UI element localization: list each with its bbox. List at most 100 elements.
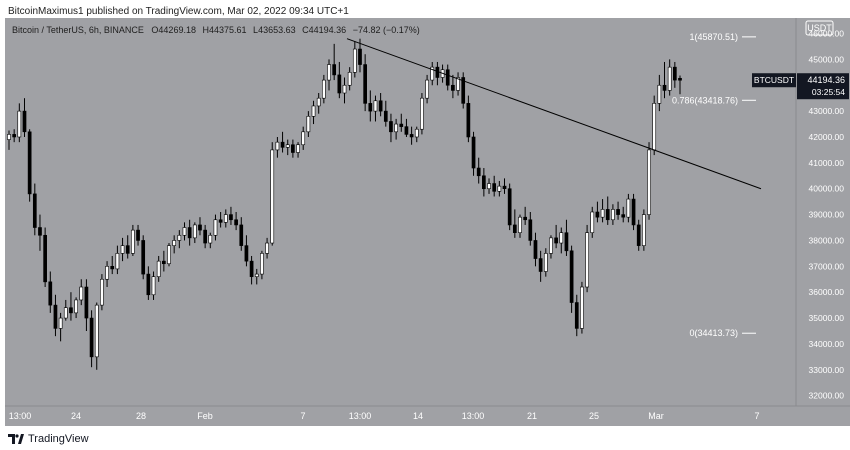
candle-up bbox=[456, 72, 460, 96]
candle-up bbox=[151, 271, 156, 300]
candle-up bbox=[100, 274, 104, 311]
candle-down bbox=[533, 232, 538, 267]
currency-badge[interactable]: USDT bbox=[805, 20, 834, 36]
candle-body bbox=[585, 232, 589, 288]
candle-down bbox=[378, 93, 383, 117]
candle-body bbox=[590, 211, 595, 233]
candle-up bbox=[172, 235, 177, 254]
y-tick-label: 34000.00 bbox=[809, 339, 845, 349]
y-tick-label: 43000.00 bbox=[809, 106, 845, 116]
x-tick-label: 7 bbox=[754, 411, 759, 421]
candle-body bbox=[146, 273, 151, 296]
candle-body bbox=[647, 149, 651, 215]
ohlc-low: 43653.63 bbox=[258, 25, 296, 35]
candle-body bbox=[564, 232, 569, 252]
candle-body bbox=[512, 224, 517, 233]
last-price-tag: BTCUSDT 44194.36 03:25:54 bbox=[752, 73, 849, 100]
time-scale[interactable] bbox=[5, 406, 850, 426]
candle-down bbox=[616, 201, 620, 220]
candle-body bbox=[322, 79, 326, 99]
candle-body bbox=[399, 123, 404, 127]
x-tick-label: 14 bbox=[413, 411, 423, 421]
candle-down bbox=[280, 131, 285, 153]
candle-down bbox=[22, 98, 27, 137]
symbol-tag-bg bbox=[752, 73, 796, 88]
candle-up bbox=[167, 243, 171, 267]
candle-down bbox=[512, 209, 517, 238]
candle-down bbox=[43, 227, 47, 288]
candle-body bbox=[301, 131, 306, 146]
candle-up bbox=[647, 142, 651, 220]
candle-body bbox=[53, 304, 58, 329]
candle-body bbox=[657, 84, 662, 104]
candle-body bbox=[347, 72, 352, 86]
candle-up bbox=[327, 59, 331, 91]
y-tick-label: 32000.00 bbox=[809, 391, 845, 401]
candle-body bbox=[502, 185, 507, 190]
candlestick-chart[interactable]: Bitcoin / TetherUS, 6h, BINANCE O44269.1… bbox=[0, 18, 850, 426]
candle-up bbox=[600, 199, 605, 223]
candle-body bbox=[172, 240, 177, 246]
candle-body bbox=[378, 100, 383, 112]
ohlc-high: 44375.61 bbox=[209, 25, 247, 35]
chart-panel[interactable]: Bitcoin / TetherUS, 6h, BINANCE O44269.1… bbox=[0, 18, 850, 426]
fib-level-label: 0.786(43418.76) bbox=[672, 95, 738, 105]
candle-down bbox=[32, 183, 37, 236]
candle-body bbox=[94, 304, 99, 358]
symbol-name: Bitcoin / TetherUS, 6h, BINANCE bbox=[12, 25, 144, 35]
candle-down bbox=[38, 214, 42, 251]
candle-body bbox=[43, 234, 47, 283]
candle-body bbox=[425, 79, 429, 99]
candle-up bbox=[270, 142, 275, 246]
candle-body bbox=[275, 141, 280, 151]
ohlc-open: 44269.18 bbox=[158, 25, 196, 35]
candle-down bbox=[621, 206, 626, 223]
candle-body bbox=[229, 214, 233, 221]
candle-down bbox=[218, 212, 223, 228]
candle-body bbox=[7, 134, 11, 140]
candle-body bbox=[63, 307, 68, 319]
candle-down bbox=[482, 168, 486, 197]
candle-up bbox=[120, 237, 125, 262]
candle-body bbox=[352, 48, 357, 73]
candle-body bbox=[409, 134, 414, 138]
candle-up bbox=[430, 61, 435, 86]
candle-down bbox=[523, 206, 528, 225]
candle-body bbox=[58, 317, 63, 329]
candle-body bbox=[342, 84, 347, 94]
y-tick-label: 45000.00 bbox=[809, 54, 845, 64]
candle-up bbox=[667, 59, 672, 96]
candle-body bbox=[373, 100, 378, 112]
candle-body bbox=[574, 302, 579, 329]
candle-body bbox=[595, 211, 600, 218]
plot-area[interactable] bbox=[5, 18, 796, 406]
tradingview-brand: TradingView bbox=[28, 433, 89, 445]
x-tick-label: 7 bbox=[300, 411, 305, 421]
candle-up bbox=[549, 235, 553, 259]
candle-down bbox=[502, 178, 507, 194]
x-tick-label: 13:00 bbox=[462, 411, 485, 421]
candle-body bbox=[569, 250, 574, 303]
candle-body bbox=[554, 237, 558, 244]
candle-body bbox=[125, 245, 130, 254]
candle-body bbox=[234, 219, 238, 226]
candle-up bbox=[580, 281, 584, 334]
candle-body bbox=[456, 77, 460, 91]
price-tag-countdown: 03:25:54 bbox=[812, 87, 845, 97]
y-tick-label: 40000.00 bbox=[809, 184, 845, 194]
candle-down bbox=[203, 224, 207, 249]
candle-body bbox=[38, 227, 42, 236]
candle-body bbox=[538, 258, 543, 272]
candle-body bbox=[79, 286, 84, 301]
candle-body bbox=[528, 219, 533, 241]
candle-body bbox=[482, 175, 486, 190]
candle-body bbox=[12, 134, 17, 138]
y-tick-label: 46000.00 bbox=[809, 29, 845, 39]
candle-body bbox=[223, 214, 228, 223]
candle-body bbox=[270, 149, 275, 244]
candle-body bbox=[461, 77, 466, 104]
candles bbox=[7, 38, 682, 370]
candle-down bbox=[574, 294, 579, 337]
candle-up bbox=[585, 224, 589, 293]
candle-up bbox=[131, 224, 135, 256]
